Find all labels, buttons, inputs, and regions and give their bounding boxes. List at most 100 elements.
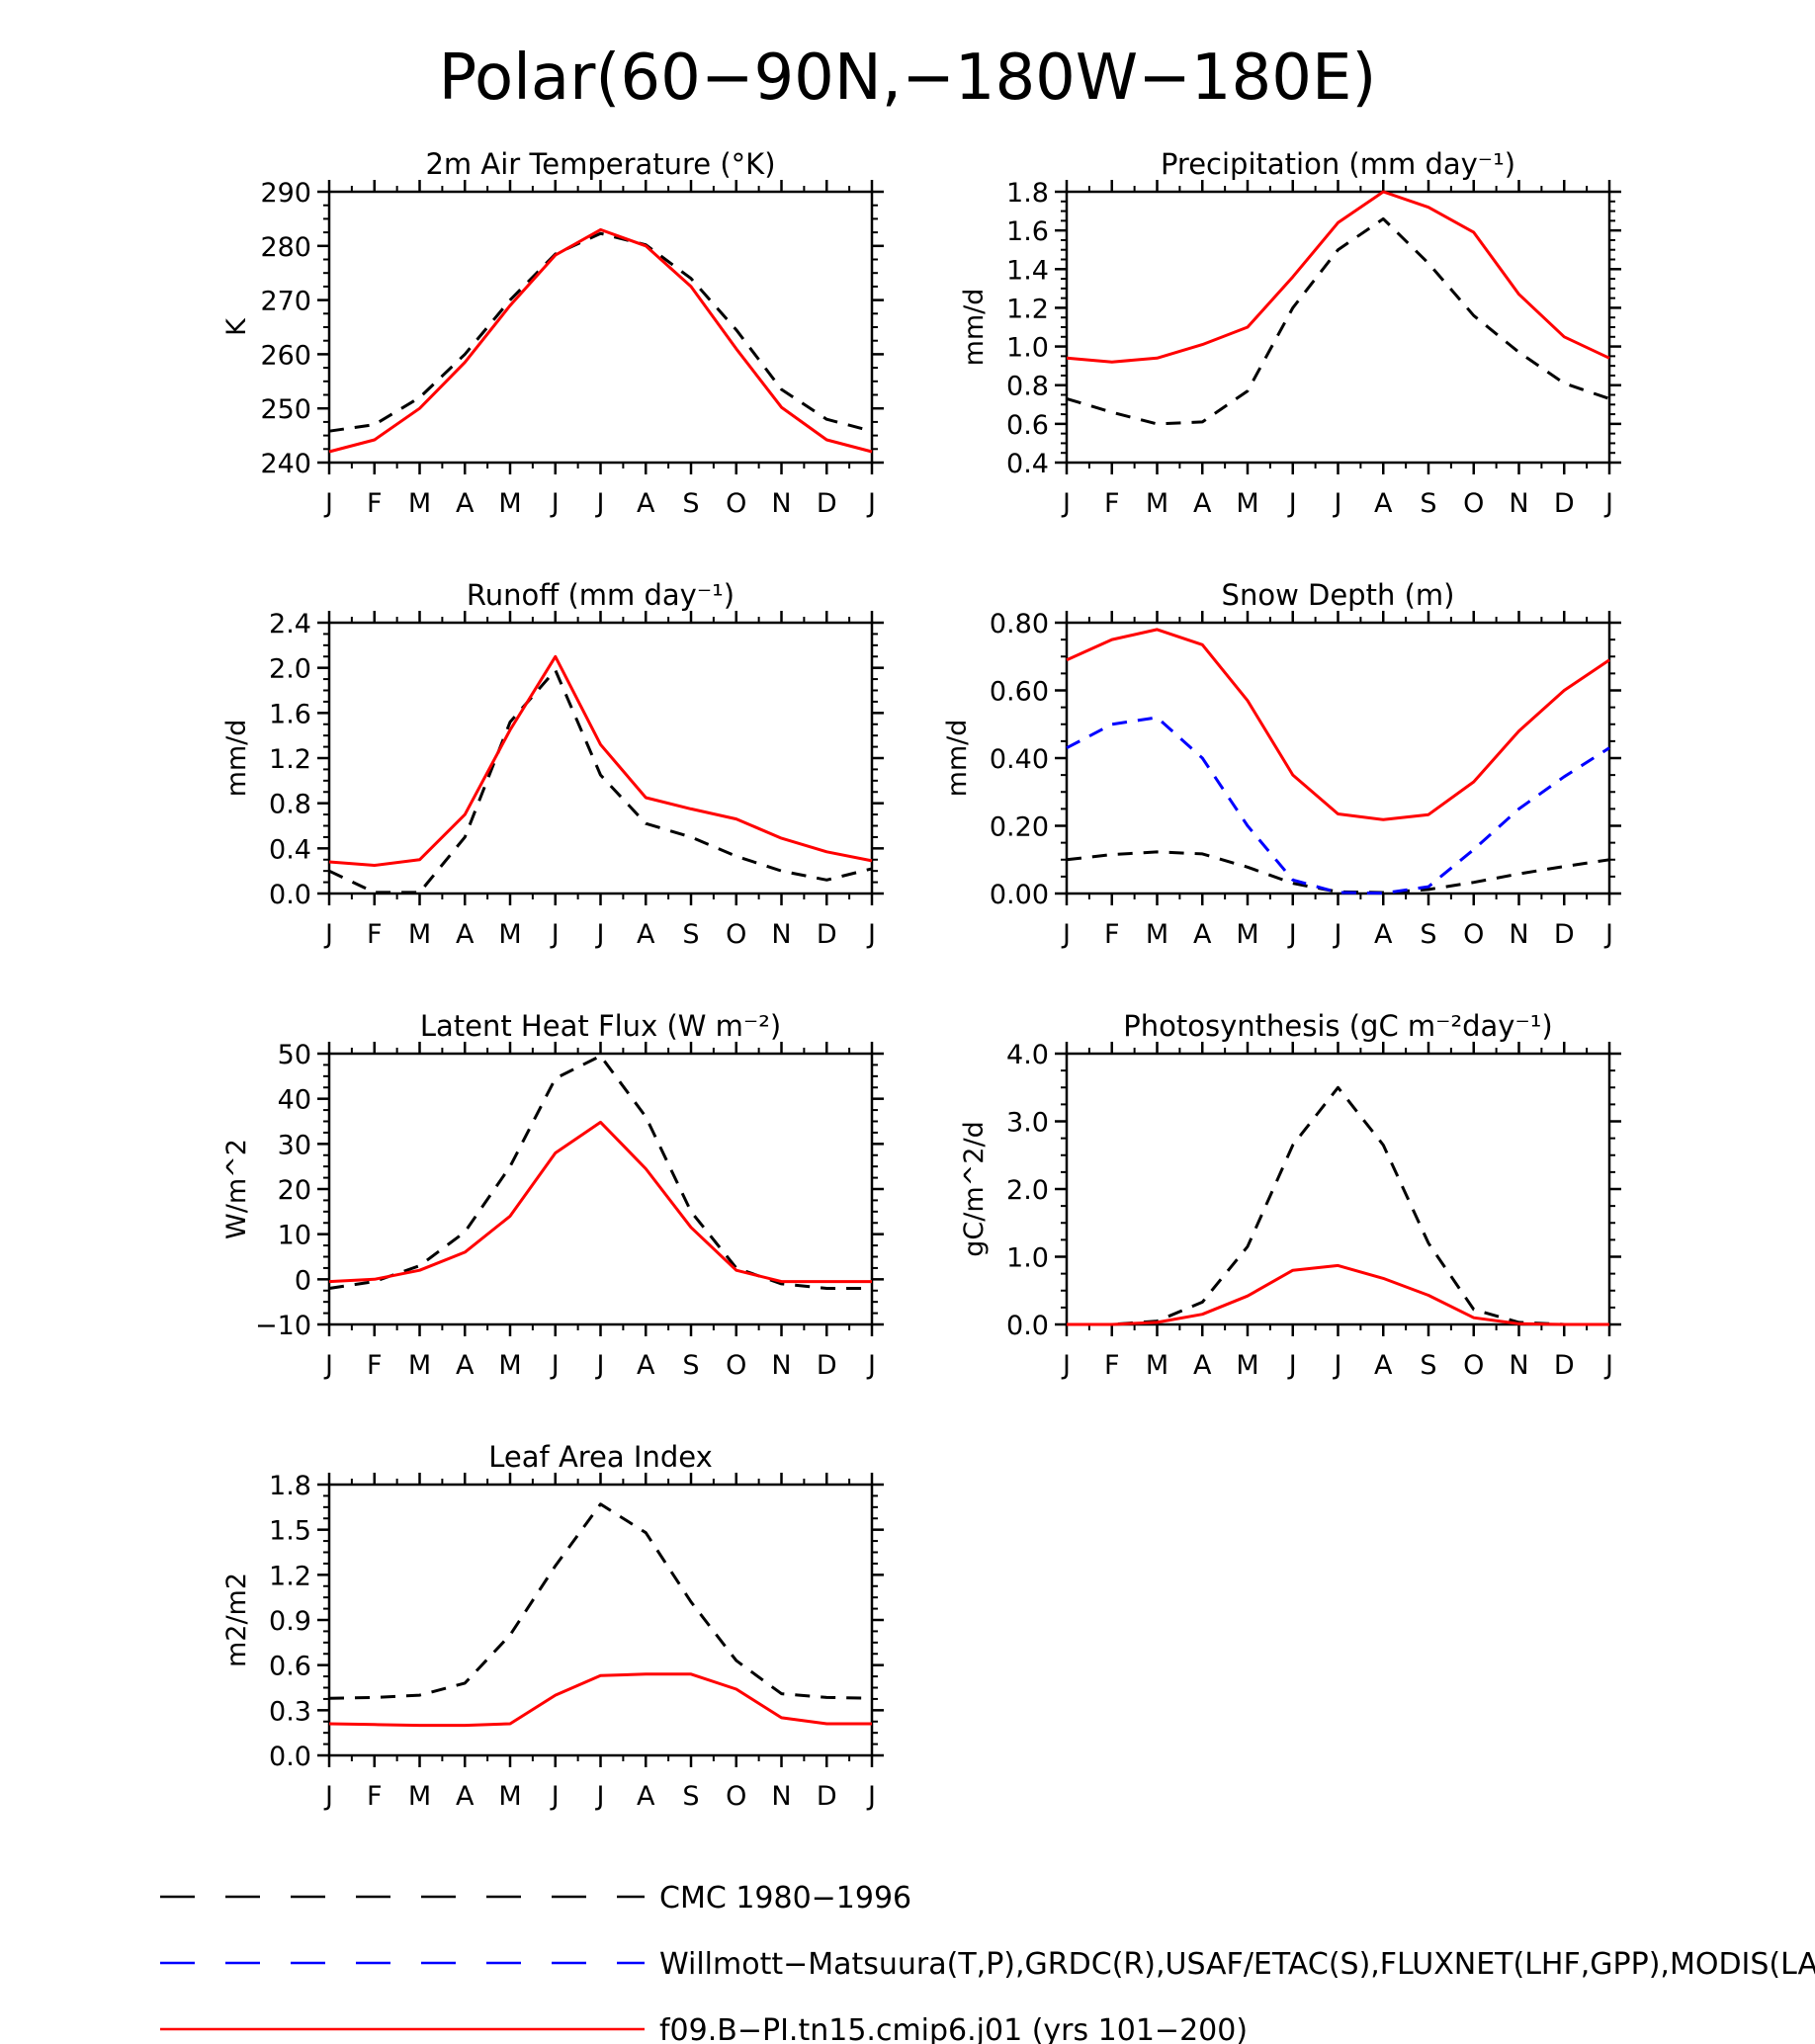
series-line-solid-1 [328,1672,872,1728]
x-tick-label: D [817,919,837,950]
x-tick-label: S [682,488,699,519]
y-tick-label: 1.2 [1006,294,1049,324]
x-tick-label: J [595,1781,605,1812]
x-tick-label: D [1554,1350,1575,1381]
x-tick-label: A [1374,919,1393,950]
x-tick-label: J [1603,488,1613,519]
panel-title: 2m Air Temperature (°K) [425,147,775,181]
y-tick-label: 1.2 [269,744,311,775]
x-tick-label: J [1061,919,1071,950]
y-tick-label: 0.40 [990,744,1049,775]
x-tick-label: J [550,1781,560,1812]
x-tick-label: A [1193,488,1212,519]
series-line-solid-1 [1067,1263,1609,1326]
y-tick-label: 30 [278,1130,311,1160]
x-tick-label: J [595,488,605,519]
x-tick-label: J [866,1781,876,1812]
x-tick-label: J [1287,919,1297,950]
x-tick-label: F [367,1781,383,1812]
panel-title: Leaf Area Index [488,1440,712,1474]
x-tick-label: M [498,1781,521,1812]
x-tick-label: J [1333,488,1342,519]
y-tick-label: 20 [278,1175,311,1206]
y-tick-label: 4.0 [1006,1040,1049,1070]
x-tick-label: S [682,1350,699,1381]
y-tick-label: 0.00 [990,880,1049,910]
x-tick-label: J [1333,919,1342,950]
legend-label-0: CMC 1980−1996 [659,1881,911,1916]
series-line-dashed-1 [1066,716,1610,895]
y-tick-label: 1.2 [269,1561,311,1591]
figure-title: Polar(60−90N,−180W−180E) [439,42,1377,115]
y-tick-label: 0 [295,1265,311,1296]
x-tick-label: A [456,1781,475,1812]
series-line-solid-1 [328,654,873,867]
series-line-dashed-0 [328,1054,872,1290]
plot-frame [327,1052,874,1326]
series-line-solid-2 [1066,628,1610,821]
plot-frame [327,1483,874,1757]
x-tick-label: J [866,1350,876,1381]
x-tick-label: A [637,488,655,519]
x-tick-label: A [1193,1350,1212,1381]
y-tick-label: 1.8 [269,1471,311,1501]
x-tick-label: J [323,1350,333,1381]
chart-panel-runoff-mm-day: J F M A M J J A S O N D J0.00.40.81.21.62.02.4Runoff… [221,578,884,950]
x-tick-label: O [1463,1350,1484,1381]
x-tick-label: A [456,919,475,950]
y-tick-label: 250 [260,394,311,425]
x-tick-label: J [550,919,560,950]
x-tick-label: F [1104,488,1120,519]
y-tick-label: 0.0 [269,1742,311,1772]
y-tick-label: 0.6 [269,1652,311,1682]
y-tick-label: 290 [260,178,311,209]
legend: CMC 1980−1996 Willmott−Matsuura(T,P),GRDC… [160,1881,1815,2044]
series-line-dashed-0 [1067,1085,1609,1326]
series-line-solid-1 [328,1120,872,1284]
y-tick-label: 0.9 [269,1606,311,1637]
panel-title: Snow Depth (m) [1222,578,1455,612]
x-tick-label: J [323,488,333,519]
x-tick-label: A [637,919,655,950]
y-tick-label: 0.6 [1006,410,1049,441]
panel-title: Precipitation (mm day⁻¹) [1161,147,1515,181]
x-tick-label: O [1463,488,1484,519]
x-tick-label: A [1193,919,1212,950]
x-tick-label: A [637,1350,655,1381]
x-tick-label: J [1061,1350,1071,1381]
x-tick-label: N [771,1781,791,1812]
x-tick-label: J [323,1781,333,1812]
chart-panel-photosynthesis-gc-m-day: J F M A M J J A S O N D J0.01.02.03.04.0Photosynthes… [959,1009,1621,1381]
y-axis-label: mm/d [959,289,990,367]
y-tick-label: 40 [278,1085,311,1116]
series-line-dashed-0 [328,1502,873,1700]
panel-title: Runoff (mm day⁻¹) [467,578,735,612]
x-tick-label: A [1374,1350,1393,1381]
legend-label-2: f09.B−PI.tn15.cmip6.j01 (yrs 101−200) [659,2013,1248,2044]
y-tick-label: 0.80 [990,609,1049,639]
x-tick-label: D [817,1781,837,1812]
x-tick-label: A [1374,488,1393,519]
y-tick-label: 0.8 [1006,372,1049,402]
x-tick-label: M [408,919,431,950]
x-tick-label: F [367,919,383,950]
x-tick-label: S [682,919,699,950]
x-tick-label: N [1509,1350,1528,1381]
x-tick-label: M [1146,1350,1168,1381]
x-tick-label: J [1287,1350,1297,1381]
y-tick-label: 3.0 [1006,1108,1049,1139]
x-tick-label: J [595,1350,605,1381]
series-line-dashed-0 [328,668,873,894]
x-tick-label: M [1236,919,1258,950]
panel-title: Latent Heat Flux (W m⁻²) [420,1009,781,1043]
y-tick-label: 50 [278,1040,311,1070]
x-tick-label: M [408,488,431,519]
x-tick-label: J [1603,1350,1613,1381]
x-tick-label: J [595,919,605,950]
y-tick-label: 0.0 [1006,1311,1049,1341]
chart-panel-precipitation-mm-day: J F M A M J J A S O N D J0.40.60.81.01.21.41.61.8Pre… [959,147,1621,519]
x-tick-label: A [637,1781,655,1812]
